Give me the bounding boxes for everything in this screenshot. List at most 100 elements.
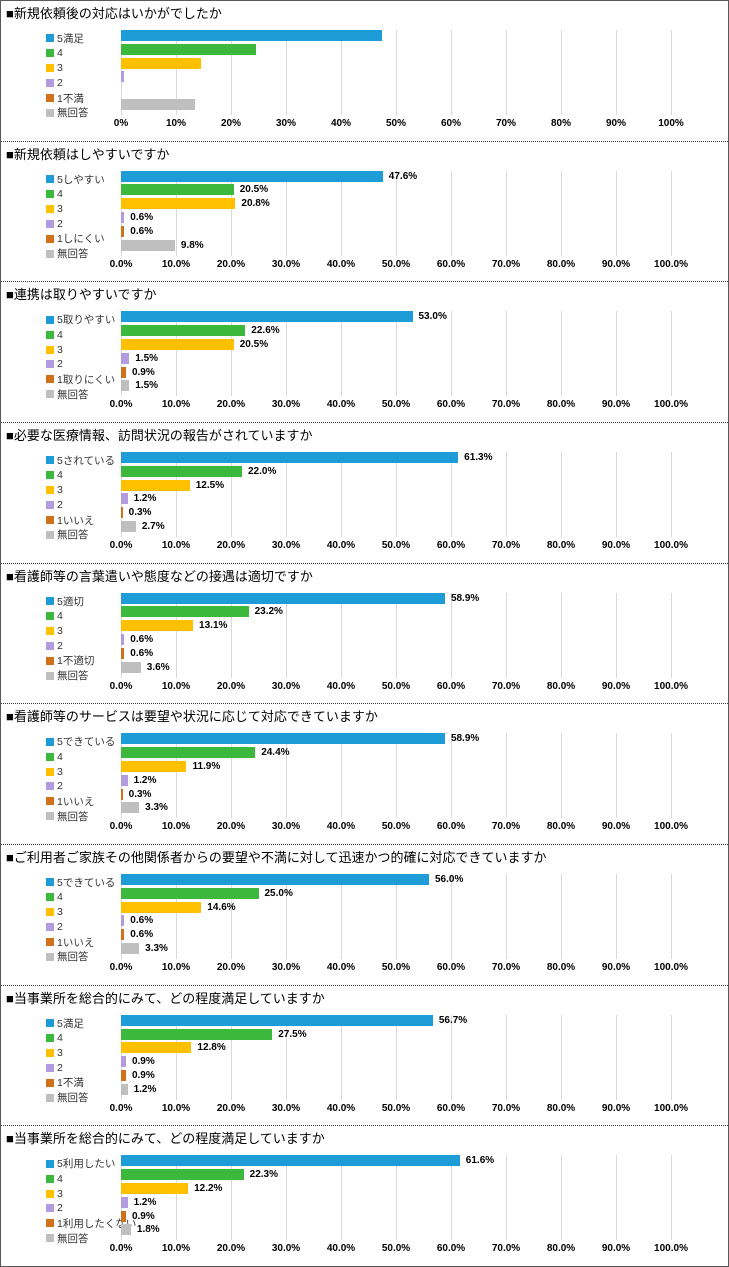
x-axis-tick-label: 50.0%: [381, 821, 411, 833]
gridline: [341, 170, 342, 256]
gridline: [286, 170, 287, 256]
bar: [121, 592, 445, 604]
bar-value-label: 61.6%: [465, 1155, 495, 1167]
gridline: [286, 592, 287, 678]
legend-swatch-icon: [46, 1063, 54, 1072]
x-axis-tick-label: 90.0%: [601, 821, 631, 833]
legend-swatch-icon: [46, 345, 54, 354]
legend-label: 3: [57, 343, 63, 356]
legend-item: 無回答: [46, 105, 124, 120]
bar-value-label: 58.9%: [450, 592, 480, 604]
plot-area: 47.6% 20.5% 20.8% 0.6% 0.6% 9.8%: [121, 170, 672, 256]
legend-swatch-icon: [46, 893, 54, 902]
legend-item: 3: [46, 764, 124, 779]
legend-item: 2: [46, 920, 124, 935]
gridline: [231, 733, 232, 819]
legend-label: 2: [57, 1202, 63, 1215]
legend-item: 1不適切: [46, 653, 124, 668]
legend-label: 5取りやすい: [57, 314, 116, 327]
bar-value-label: 1.2%: [133, 1083, 157, 1095]
legend-label: 5満足: [57, 32, 84, 45]
bar-value-label: 23.2%: [254, 606, 283, 618]
x-axis-tick-label: 70.0%: [491, 258, 521, 270]
legend-label: 無回答: [57, 810, 89, 823]
bar-value-label: 0.6%: [130, 915, 154, 927]
bar-value-label: 3.3%: [145, 943, 168, 955]
bar: [121, 929, 125, 941]
bar-value-label: 25.0%: [264, 887, 293, 899]
x-axis-tick-label: 90%: [605, 118, 627, 129]
legend: 5満足 4 3 2 1不満 無回答: [46, 1016, 124, 1105]
x-axis-tick-label: 100.0%: [654, 258, 688, 270]
bar-value-label: 1.5%: [135, 352, 159, 364]
bar: [121, 479, 190, 491]
gridline: [286, 1155, 287, 1241]
gridline: [451, 592, 452, 678]
x-axis-tick-label: 0.0%: [109, 962, 133, 974]
legend-swatch-icon: [46, 812, 54, 821]
bar: [121, 802, 140, 814]
legend: 5取りやすい 4 3 2 1取りにくい 無回答: [46, 312, 124, 401]
bar-value-label: 1.2%: [133, 774, 157, 786]
x-axis-tick-label: 0.0%: [109, 821, 133, 833]
legend-label: 無回答: [57, 670, 89, 683]
legend: 5適切 4 3 2 1不適切 無回答: [46, 594, 124, 683]
bar: [121, 1014, 433, 1026]
legend-item: 4: [46, 46, 124, 61]
legend-swatch-icon: [46, 204, 54, 213]
gridline: [176, 311, 177, 397]
bar: [121, 1182, 189, 1194]
legend-item: 5満足: [46, 1016, 124, 1031]
legend-item: 4: [46, 327, 124, 342]
x-axis-tick-label: 20.0%: [216, 1243, 246, 1255]
legend-swatch-icon: [46, 671, 54, 680]
legend-item: 4: [46, 468, 124, 483]
legend-item: 2: [46, 357, 124, 372]
legend-item: 1不満: [46, 91, 124, 106]
legend-label: 4: [57, 1172, 63, 1185]
bar-value-label: 0.6%: [130, 929, 154, 941]
x-axis-tick-label: 100.0%: [654, 399, 688, 411]
legend-label: 5満足: [57, 1017, 84, 1030]
legend-swatch-icon: [46, 360, 54, 369]
gridline: [341, 30, 342, 115]
plot-area: 56.0% 25.0% 14.6% 0.6% 0.6% 3.3%: [121, 874, 672, 960]
x-axis-tick-label: 0.0%: [109, 1102, 133, 1114]
legend-label: 4: [57, 469, 63, 482]
bar: [121, 788, 123, 800]
bar-value-label: 0.6%: [130, 225, 154, 237]
bar: [121, 521, 136, 533]
x-axis-tick-label: 40.0%: [326, 680, 356, 692]
legend-item: 4: [46, 187, 124, 202]
gridline: [671, 874, 672, 960]
gridline: [176, 1155, 177, 1241]
x-axis-tick-label: 100.0%: [654, 1243, 688, 1255]
gridline: [396, 170, 397, 256]
legend-swatch-icon: [46, 1234, 54, 1243]
legend-item: 5できている: [46, 734, 124, 749]
gridline: [616, 874, 617, 960]
chart-title: ■看護師等のサービスは要望や状況に応じて対応できていますか: [6, 709, 378, 725]
bar-value-label: 14.6%: [207, 901, 236, 913]
legend-item: 1不満: [46, 1075, 124, 1090]
legend-item: 3: [46, 905, 124, 920]
x-axis-tick-label: 30%: [275, 118, 297, 129]
gridline: [341, 311, 342, 397]
bar-value-label: 0.9%: [131, 1069, 155, 1081]
legend-swatch-icon: [46, 1159, 54, 1168]
legend-item: 1取りにくい: [46, 372, 124, 387]
legend-swatch-icon: [46, 249, 54, 258]
bar-value-label: 58.9%: [450, 733, 480, 745]
x-axis-tick-label: 0.0%: [109, 399, 133, 411]
x-axis-tick-label: 70.0%: [491, 1102, 521, 1114]
legend-label: 5利用したい: [57, 1158, 116, 1171]
bar: [121, 606, 249, 618]
legend-swatch-icon: [46, 923, 54, 932]
legend-label: 3: [57, 906, 63, 919]
bar-value-label: 61.3%: [464, 452, 493, 464]
plot-area: 53.0% 22.6% 20.5% 1.5% 0.9% 1.5%: [121, 311, 672, 397]
bar-value-label: 0.9%: [131, 1056, 155, 1068]
legend-swatch-icon: [46, 797, 54, 806]
legend-label: 1取りにくい: [57, 373, 116, 386]
x-axis: 0% 10% 20% 30% 40% 50% 60% 70% 80% 90% 100%: [114, 118, 684, 132]
